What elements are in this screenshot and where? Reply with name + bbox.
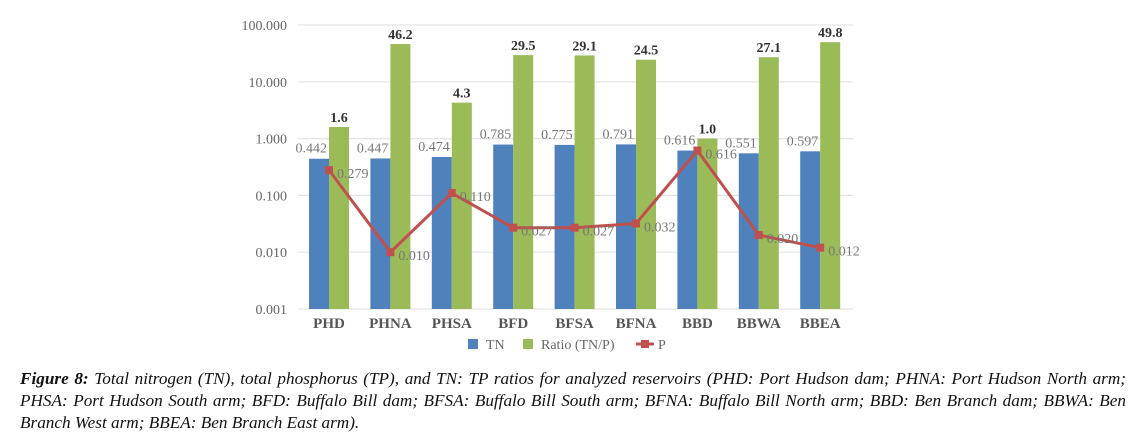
- data-label-ratio: 1.6: [330, 111, 348, 126]
- data-label-ratio: 1.0: [699, 123, 717, 138]
- bar-ratio: [574, 55, 595, 309]
- data-label-p: 0.027: [583, 225, 615, 240]
- bar-tn: [493, 144, 514, 309]
- marker-p: [693, 146, 702, 155]
- data-label-p: 0.279: [337, 167, 369, 182]
- bar-ratio: [390, 44, 411, 309]
- x-tick-label: BFSA: [555, 316, 594, 332]
- data-label-ratio: 46.2: [388, 28, 413, 43]
- marker-p: [570, 223, 579, 232]
- x-tick-label: BBD: [682, 316, 713, 332]
- bar-tn: [738, 153, 759, 309]
- bar-ratio: [636, 59, 656, 309]
- chart: 0.001 0.010 0.100 1.000 10.000 100.000 0.442 1.…: [242, 19, 860, 353]
- y-tick-label: 100.000: [242, 19, 288, 34]
- marker-p: [325, 166, 333, 175]
- bar-ratio: [513, 55, 534, 310]
- bar-ratio: [758, 57, 779, 310]
- data-label-tn: 0.442: [296, 142, 328, 157]
- data-label-tn: 0.775: [541, 128, 573, 143]
- caption-label: Figure 8:: [20, 369, 89, 388]
- x-tick-label: BBEA: [800, 316, 841, 332]
- y-tick-label: 10.000: [249, 76, 288, 91]
- data-label-tn: 0.474: [418, 140, 450, 155]
- marker-p: [816, 243, 825, 252]
- bar-tn: [309, 158, 329, 309]
- y-tick-label: 0.100: [256, 189, 288, 204]
- bar-ratio: [820, 42, 841, 309]
- marker-p: [447, 189, 456, 198]
- data-label-tn: 0.447: [357, 141, 389, 156]
- y-tick-label: 1.000: [256, 133, 288, 148]
- x-tick-label: BFD: [498, 316, 528, 332]
- data-label-p: 0.020: [767, 232, 799, 247]
- legend-marker-p: [641, 340, 649, 348]
- x-tick-label: PHSA: [432, 316, 472, 332]
- data-label-tn: 0.616: [664, 134, 696, 149]
- data-label-ratio: 24.5: [634, 44, 659, 59]
- data-label-tn: 0.785: [480, 128, 512, 143]
- bar-tn: [800, 151, 821, 309]
- marker-p: [509, 223, 518, 232]
- bar-tn: [431, 157, 452, 309]
- data-label-ratio: 29.5: [511, 39, 536, 54]
- data-label-p: 0.110: [460, 190, 491, 205]
- bar-ratio: [697, 138, 718, 309]
- legend-label: P: [658, 338, 666, 353]
- data-label-ratio: 49.8: [818, 26, 843, 41]
- x-tick-label: BFNA: [616, 316, 657, 332]
- y-tick-label: 0.001: [256, 303, 288, 318]
- marker-p: [386, 248, 395, 257]
- data-label-ratio: 27.1: [757, 41, 782, 56]
- data-label-p: 0.027: [521, 225, 553, 240]
- data-label-tn: 0.551: [725, 136, 757, 151]
- data-label-p: 0.616: [705, 148, 737, 163]
- legend-swatch: [468, 339, 478, 349]
- figure-caption: Figure 8: Total nitrogen (TN), total pho…: [20, 368, 1126, 434]
- legend-swatch: [523, 339, 533, 349]
- bar-tn: [677, 150, 698, 309]
- data-label-p: 0.010: [398, 249, 430, 264]
- marker-p: [754, 231, 763, 240]
- bar-tn: [616, 144, 636, 309]
- data-label-tn: 0.791: [603, 127, 635, 142]
- legend-label: TN: [486, 338, 505, 353]
- y-tick-label: 0.010: [256, 246, 288, 261]
- bar-tn: [370, 158, 391, 309]
- x-tick-label: BBWA: [737, 316, 781, 332]
- data-label-ratio: 29.1: [572, 39, 597, 54]
- bar-ratio: [451, 102, 472, 309]
- x-tick-label: PHNA: [369, 316, 412, 332]
- data-label-tn: 0.597: [787, 134, 819, 149]
- caption-text: Total nitrogen (TN), total phosphorus (T…: [20, 369, 1126, 432]
- data-label-p: 0.032: [644, 221, 676, 236]
- bar-ratio: [329, 127, 349, 309]
- legend-label: Ratio (TN/P): [541, 338, 615, 353]
- marker-p: [632, 219, 640, 228]
- x-tick-label: PHD: [313, 316, 345, 332]
- data-label-p: 0.012: [828, 245, 860, 260]
- data-label-ratio: 4.3: [453, 87, 471, 102]
